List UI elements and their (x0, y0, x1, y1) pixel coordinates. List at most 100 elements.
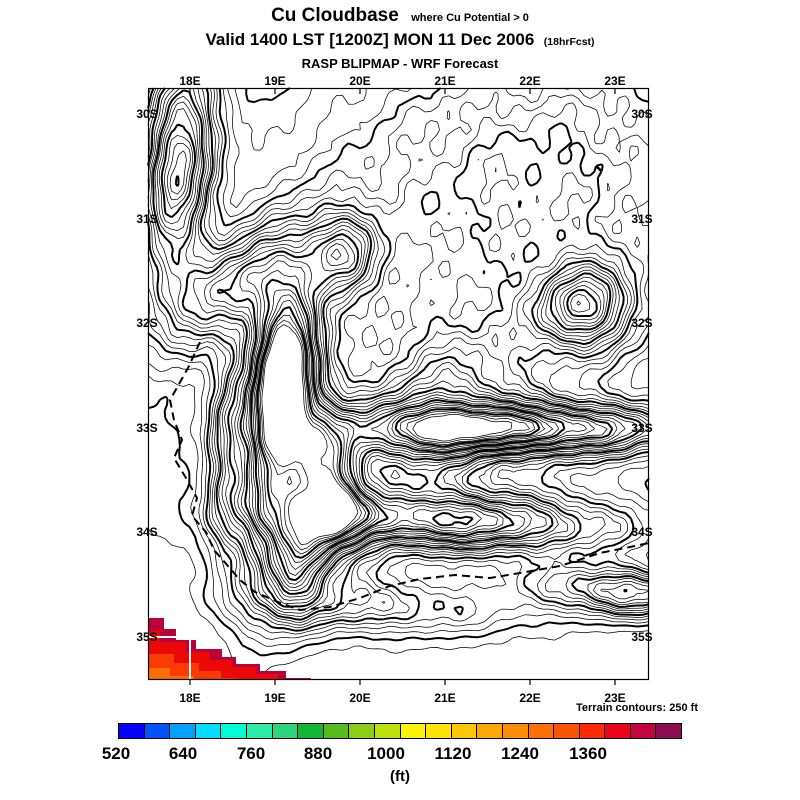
colorbar-cell (502, 724, 529, 738)
terrain-contour-level (147, 87, 650, 621)
terrain-contour-level (255, 299, 546, 563)
map-frame (147, 87, 650, 681)
terrain-contour-level (147, 87, 650, 617)
lat-label-right: 33S (631, 421, 653, 435)
colorbar-tick-label: 1240 (501, 744, 539, 763)
terrain-contours (147, 87, 650, 677)
terrain-contour-level (147, 87, 650, 632)
lon-label-bottom: 22E (519, 691, 541, 705)
lon-label-bottom: 18E (179, 691, 201, 705)
lat-label-right: 32S (631, 316, 653, 330)
lon-label-top: 19E (264, 74, 286, 88)
colorbar-cell (400, 724, 427, 738)
lon-label-bottom: 20E (349, 691, 371, 705)
forecast-hour: (18hrFcst) (543, 36, 595, 48)
terrain-contour-level (156, 101, 626, 601)
colorbar-cell (656, 724, 682, 738)
lat-label-right: 30S (631, 107, 653, 121)
terrain-contour-level (174, 175, 598, 582)
model-line: RASP BLIPMAP - WRF Forecast (301, 56, 499, 71)
colorbar-tick-label: 760 (236, 744, 266, 763)
lat-label-left: 30S (136, 107, 158, 121)
plot-title: Cu Cloudbase (271, 5, 399, 26)
coastline (168, 341, 650, 612)
cloudbase-fill-band (148, 668, 194, 680)
terrain-contour-level (147, 87, 650, 647)
colorbar-cell (170, 724, 196, 738)
lat-label-left: 34S (136, 525, 158, 539)
terrain-contour-level (152, 89, 643, 608)
colorbar-cell (119, 724, 145, 738)
lon-label-top: 20E (349, 74, 371, 88)
colorbar-tick-label: 1360 (569, 744, 607, 763)
valid-time: Valid 1400 LST [1200Z] MON 11 Dec 2006 (205, 30, 535, 49)
terrain-contour-level (258, 314, 536, 555)
colorbar-tick-label: 880 (303, 744, 333, 763)
colorbar-cell (374, 724, 401, 738)
lon-label-top: 21E (434, 74, 456, 88)
terrain-contour-level (154, 95, 637, 604)
terrain-contour-level (164, 134, 608, 592)
colorbar-cell (246, 724, 273, 738)
colorbar-tick-label: 1000 (367, 744, 405, 763)
colorbar-cell (579, 724, 606, 738)
colorbar-unit: (ft) (390, 768, 410, 785)
contour-map (147, 87, 650, 685)
terrain-contour-level (253, 294, 581, 570)
colorbar-cell (221, 724, 247, 738)
terrain-contour-level (256, 305, 541, 559)
colorbar-cell (195, 724, 222, 738)
terrain-contour-level (147, 87, 650, 640)
terrain-contour-level (169, 150, 602, 585)
lat-label-right: 35S (631, 630, 653, 644)
colorbar-cell (630, 724, 657, 738)
terrain-contour-level (261, 324, 513, 545)
colorbar-cell (554, 724, 580, 738)
terrain-contour-level (160, 123, 614, 595)
lat-label-right: 34S (631, 525, 653, 539)
terrain-contour-level (166, 143, 605, 588)
plot-title-qualifier: where Cu Potential > 0 (411, 12, 529, 24)
lat-label-left: 35S (136, 630, 158, 644)
colorbar-tick-label: 1120 (434, 744, 472, 763)
colorbar-cell (477, 724, 503, 738)
lon-label-top: 18E (179, 74, 201, 88)
lat-label-left: 31S (136, 212, 158, 226)
colorbar-cell (349, 724, 375, 738)
colorbar-tick-label: 640 (168, 744, 198, 763)
terrain-contour-level (147, 87, 650, 614)
lon-label-top: 23E (604, 74, 626, 88)
colorbar-cell (272, 724, 299, 738)
lat-label-left: 32S (136, 316, 158, 330)
terrain-contour-level (147, 87, 650, 626)
colorbar-cell (528, 724, 555, 738)
colorbar-cell (144, 724, 171, 738)
lon-label-bottom: 19E (264, 691, 286, 705)
cloudbase-fill-band (148, 654, 237, 680)
cloudbase-fill (148, 618, 311, 680)
lat-label-right: 31S (631, 212, 653, 226)
valid-time-line: Valid 1400 LST [1200Z] MON 11 Dec 2006 (… (0, 30, 800, 50)
colorbar-cell (298, 724, 324, 738)
terrain-contour-level (259, 319, 530, 551)
plot-title-line: Cu Cloudbase where Cu Potential > 0 (0, 5, 800, 27)
colorbar-tick-label: 520 (101, 744, 131, 763)
terrain-contour-note: Terrain contours: 250 ft (575, 702, 698, 714)
terrain-contour-level (147, 87, 650, 635)
colorbar-cell (451, 724, 478, 738)
terrain-contour-level (147, 87, 650, 657)
colorbar-cell (605, 724, 631, 738)
terrain-contour-level (150, 87, 650, 611)
terrain-contour-level (252, 289, 590, 576)
terrain-contour-level (147, 87, 650, 629)
terrain-contour-level (147, 87, 650, 623)
lat-label-left: 33S (136, 421, 158, 435)
colorbar-cell (323, 724, 350, 738)
lon-label-bottom: 23E (604, 691, 626, 705)
terrain-contour-level (158, 108, 618, 598)
cloudbase-colorbar (118, 723, 682, 739)
lon-label-bottom: 21E (434, 691, 456, 705)
lon-label-top: 22E (519, 74, 541, 88)
colorbar-cell (426, 724, 452, 738)
